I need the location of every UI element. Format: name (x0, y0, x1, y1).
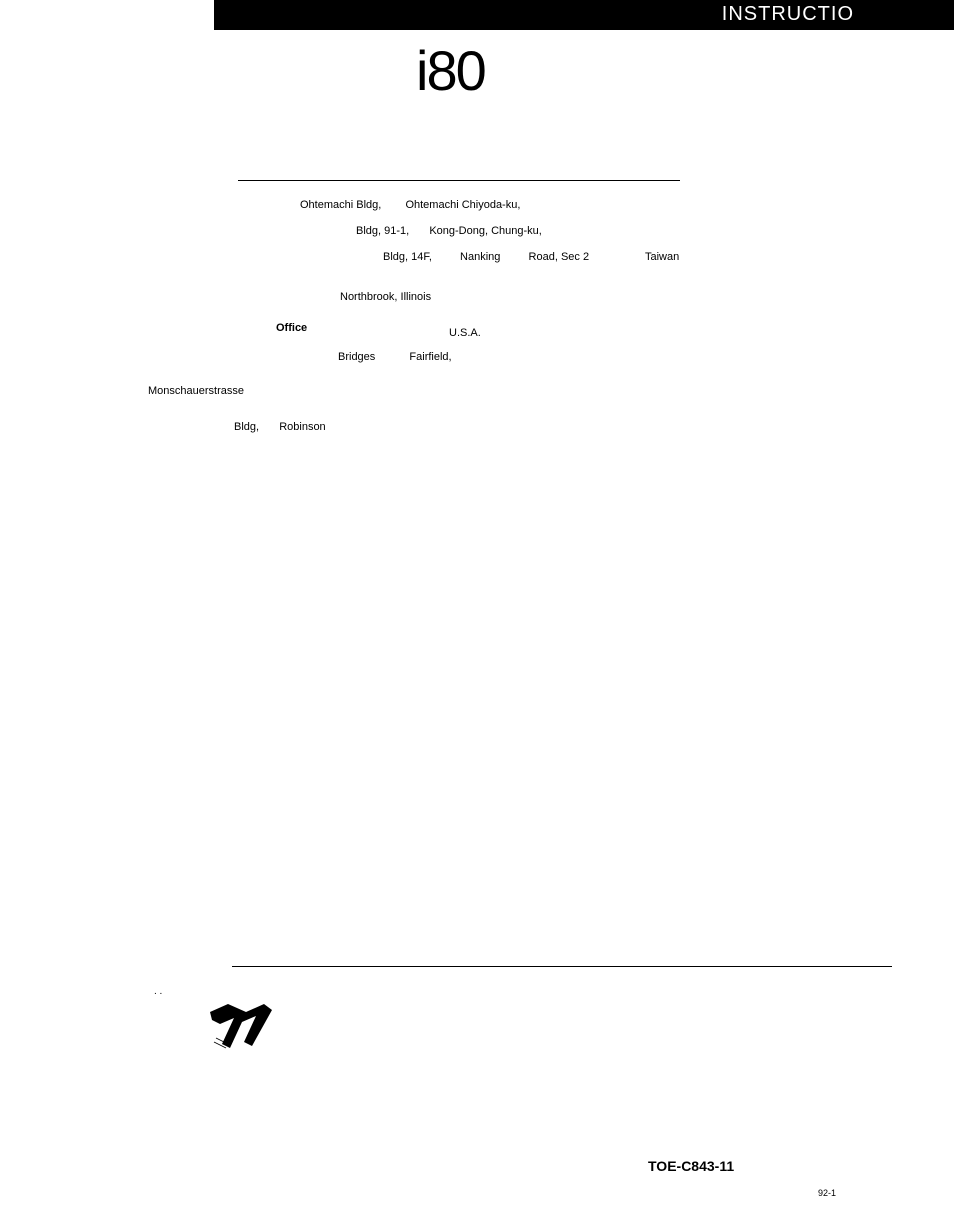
address-line-6: Bridges Fairfield, (338, 344, 452, 370)
company-logo-icon (208, 1000, 276, 1052)
document-number: TOE-C843-11 (648, 1158, 734, 1174)
addr-text: Fairfield, (409, 351, 451, 363)
addr-text: Bridges (338, 351, 375, 363)
address-line-3: Bldg, 14F, Nanking Road, Sec 2 Taiwan (383, 244, 679, 270)
address-line-2: Bldg, 91-1, Kong-Dong, Chung-ku, (356, 218, 542, 244)
rule-top (238, 180, 680, 181)
addr-text: Taiwan (645, 251, 679, 263)
header-label: INSTRUCTIO (722, 3, 854, 26)
addr-text: Bldg, 14F, (383, 251, 432, 263)
addr-text: Ohtemachi Chiyoda-ku, (405, 199, 520, 211)
address-line-1: Ohtemachi Bldg, Ohtemachi Chiyoda-ku, (300, 192, 520, 218)
addr-text: Northbrook, Illinois (340, 291, 431, 303)
page-title: i80 (416, 38, 485, 103)
addr-text: Bldg, 91-1, (356, 225, 409, 237)
addr-text: Robinson (279, 421, 325, 433)
office-label: Office (276, 315, 307, 341)
addr-text: Nanking (460, 251, 500, 263)
addr-text: Ohtemachi Bldg, (300, 199, 381, 211)
revision-number: 92-1 (818, 1188, 836, 1198)
addr-text: Road, Sec 2 (529, 251, 590, 263)
addr-text: Kong-Dong, Chung-ku, (429, 225, 542, 237)
header-bar: INSTRUCTIO (214, 0, 954, 30)
scan-artifact: . . (154, 986, 162, 997)
address-line-8: Bldg, Robinson (234, 414, 326, 440)
address-line-7: Monschauerstrasse (148, 378, 244, 404)
addr-text: Bldg, (234, 421, 259, 433)
rule-bottom (232, 966, 892, 967)
address-line-4: Northbrook, Illinois (340, 284, 431, 310)
document-page: INSTRUCTIO i80 Ohtemachi Bldg, Ohtemachi… (0, 0, 954, 1231)
address-country: U.S.A. (449, 320, 481, 346)
